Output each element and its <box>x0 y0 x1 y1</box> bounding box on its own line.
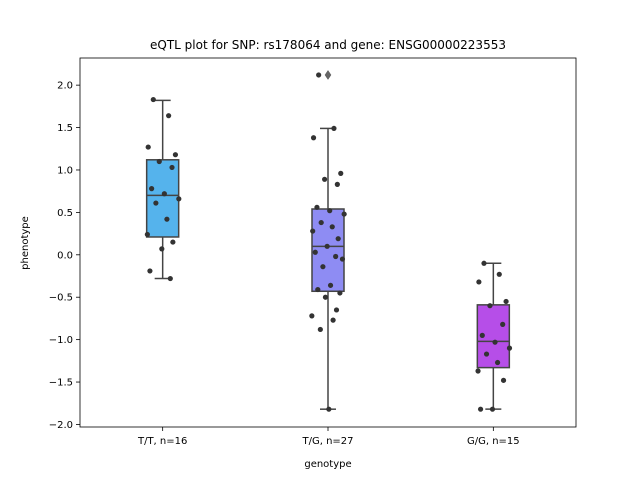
data-point <box>310 228 316 234</box>
x-axis: T/T, n=16 T/G, n=27 G/G, n=15 <box>137 427 520 447</box>
y-tick-label: 2.0 <box>57 81 73 92</box>
data-point <box>172 152 179 158</box>
y-axis-title: phenotype <box>20 216 31 270</box>
y-tick-label: 1.0 <box>57 165 73 176</box>
data-point <box>331 125 337 132</box>
y-axis: −2.0 −1.5 −1.0 −0.5 0.0 0.5 1.0 1.5 2.0 <box>49 81 80 431</box>
data-point <box>326 406 332 412</box>
data-point <box>496 271 502 277</box>
data-point <box>153 200 159 206</box>
data-point <box>506 345 513 351</box>
data-point <box>166 113 172 119</box>
plot-area <box>144 70 513 412</box>
box-group <box>144 96 182 282</box>
data-point <box>329 224 335 230</box>
data-point <box>500 377 507 383</box>
box <box>311 208 345 293</box>
x-tick-label: T/G, n=27 <box>301 436 353 447</box>
outlier-marker <box>324 70 332 80</box>
data-point <box>161 191 167 197</box>
data-point <box>338 170 344 176</box>
data-point <box>145 144 151 150</box>
data-point <box>149 186 155 192</box>
data-point <box>483 351 490 357</box>
data-point <box>310 135 317 141</box>
data-point <box>339 256 346 262</box>
data-point <box>327 208 333 214</box>
data-point <box>337 290 343 296</box>
data-point <box>494 359 501 366</box>
data-point <box>322 176 328 182</box>
y-tick-label: 1.5 <box>57 123 73 134</box>
data-point <box>503 298 509 305</box>
data-point <box>500 321 506 327</box>
data-point <box>324 243 330 249</box>
box-group <box>475 260 513 412</box>
y-tick-label: −1.5 <box>49 378 73 389</box>
data-point <box>159 246 165 252</box>
chart-title: eQTL plot for SNP: rs178064 and gene: EN… <box>150 38 506 52</box>
x-axis-title: genotype <box>304 459 351 470</box>
data-point <box>156 158 162 165</box>
data-point <box>176 196 182 202</box>
data-point <box>318 219 324 226</box>
plot-frame <box>79 57 577 428</box>
data-point <box>476 279 482 285</box>
data-point <box>315 286 321 293</box>
data-point <box>335 236 341 242</box>
data-point <box>144 231 150 238</box>
data-point <box>320 264 326 270</box>
y-tick-label: 0.0 <box>57 250 73 261</box>
data-point <box>309 313 315 319</box>
data-point <box>487 303 493 309</box>
data-point <box>164 216 170 222</box>
data-point <box>477 406 484 412</box>
data-point <box>341 211 347 217</box>
data-point <box>481 260 487 266</box>
data-point <box>317 326 323 333</box>
data-point <box>147 268 153 274</box>
x-tick-label: T/T, n=16 <box>137 436 187 447</box>
data-point <box>475 368 481 374</box>
box-group <box>309 70 347 412</box>
data-point <box>316 72 322 78</box>
y-tick-label: −0.5 <box>49 293 73 304</box>
data-point <box>314 204 320 210</box>
data-point <box>170 239 176 245</box>
data-point <box>330 317 336 323</box>
data-point <box>334 181 340 187</box>
data-point <box>150 96 156 103</box>
data-point <box>492 339 498 345</box>
x-tick-label: G/G, n=15 <box>467 436 520 447</box>
data-point <box>333 307 340 313</box>
data-point <box>167 275 173 282</box>
y-tick-label: −2.0 <box>49 420 73 431</box>
y-tick-label: −1.0 <box>49 335 73 346</box>
data-point <box>327 282 334 288</box>
y-tick-label: 0.5 <box>57 208 73 219</box>
data-point <box>322 294 329 300</box>
box <box>145 159 180 238</box>
data-point <box>489 406 496 412</box>
data-point <box>333 253 339 260</box>
data-point <box>479 332 485 338</box>
data-point <box>169 164 175 171</box>
data-point <box>312 249 318 255</box>
